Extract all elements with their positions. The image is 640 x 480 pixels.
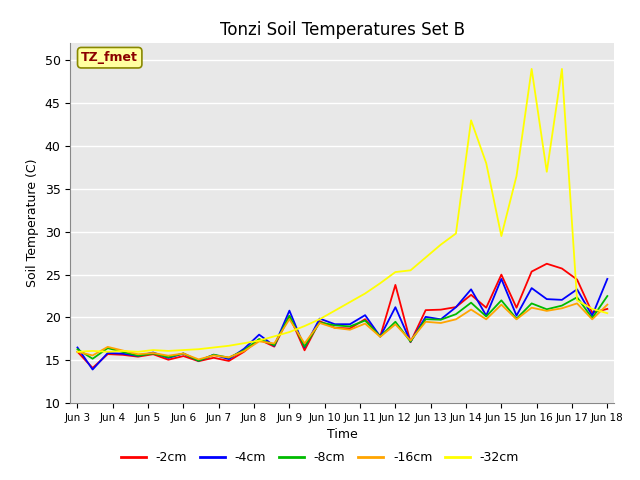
Y-axis label: Soil Temperature (C): Soil Temperature (C)	[26, 159, 39, 288]
Text: TZ_fmet: TZ_fmet	[81, 51, 138, 64]
X-axis label: Time: Time	[327, 429, 358, 442]
Legend: -2cm, -4cm, -8cm, -16cm, -32cm: -2cm, -4cm, -8cm, -16cm, -32cm	[116, 446, 524, 469]
Title: Tonzi Soil Temperatures Set B: Tonzi Soil Temperatures Set B	[220, 21, 465, 39]
